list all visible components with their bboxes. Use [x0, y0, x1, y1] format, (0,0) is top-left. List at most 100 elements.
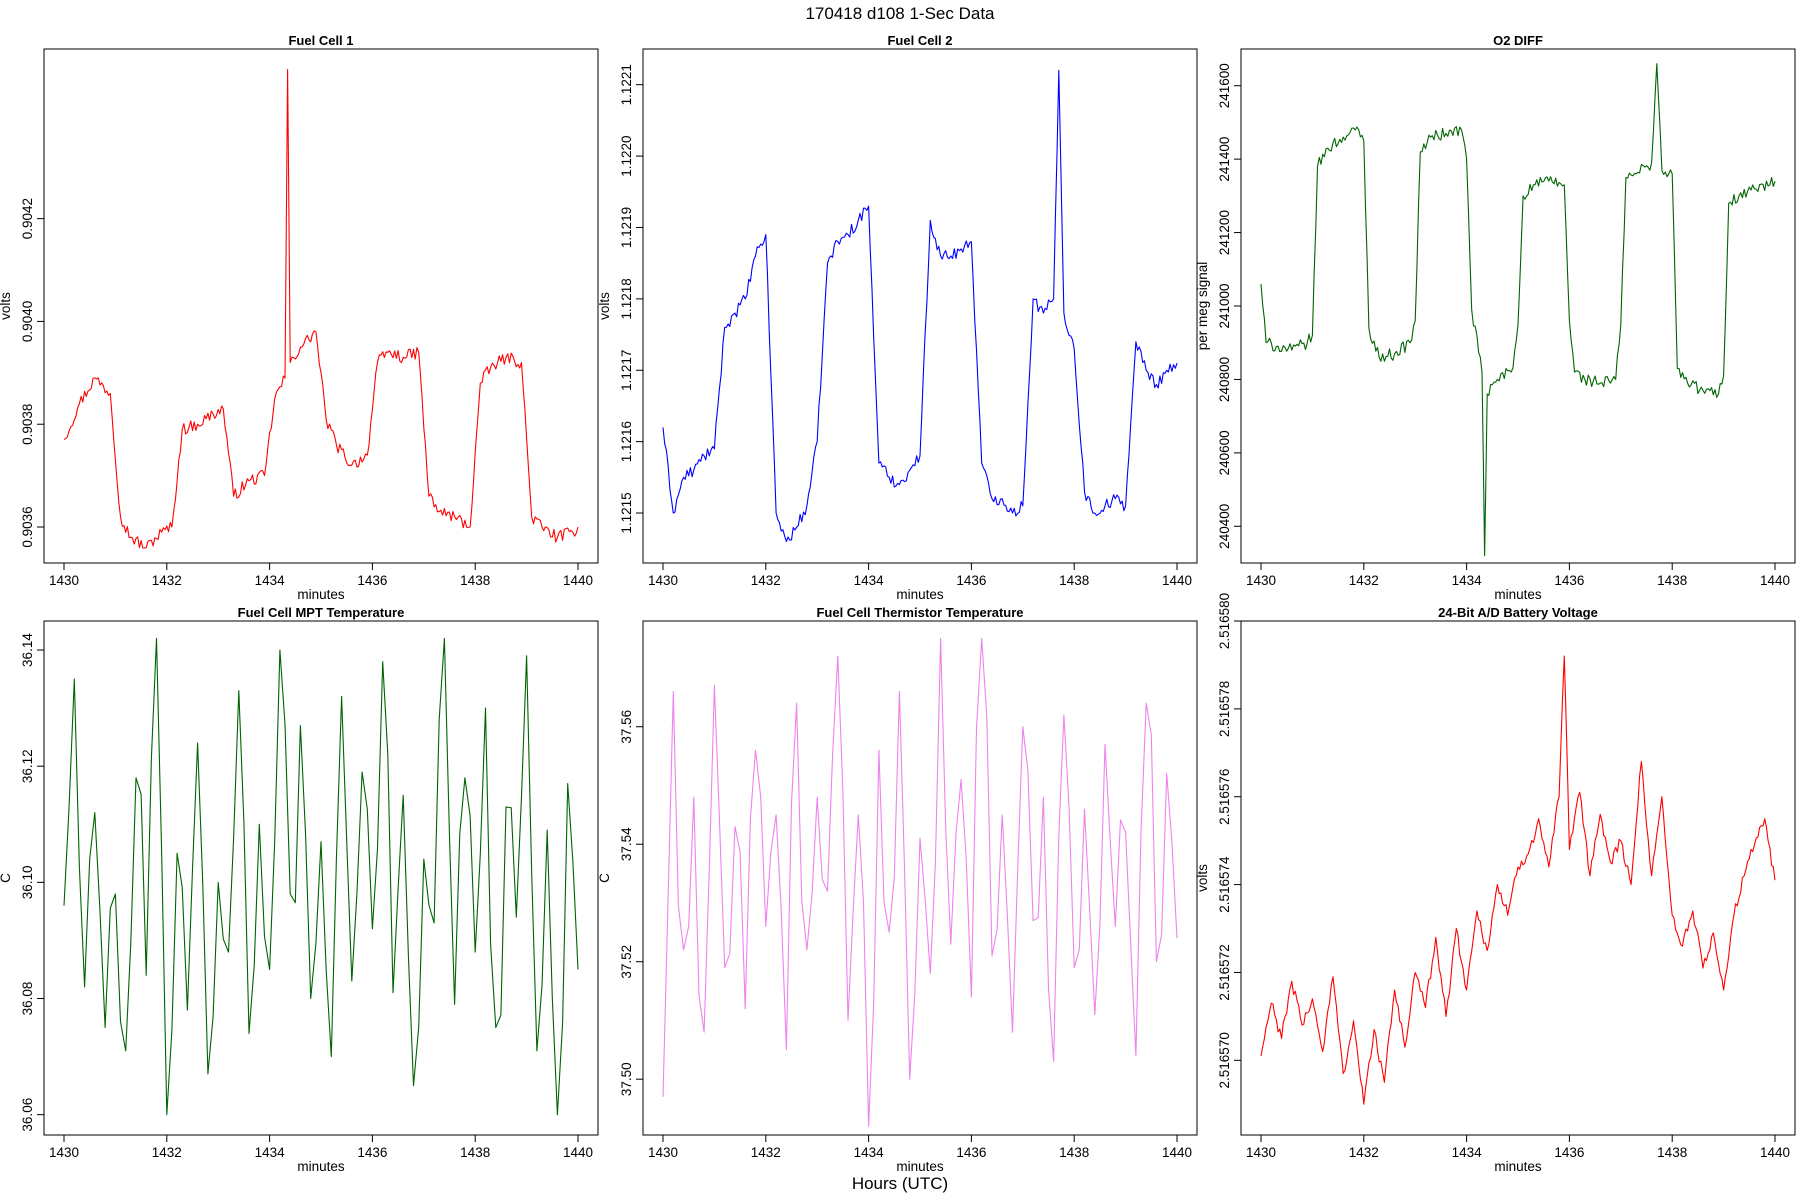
y-tick-label: 0.9042 [20, 198, 35, 239]
x-tick-label: 1434 [854, 573, 885, 588]
y-axis-label: volts [597, 292, 612, 320]
plot-frame [43, 48, 599, 564]
y-tick-label: 36.14 [20, 633, 35, 667]
series-line [1260, 63, 1776, 557]
y-tick-label: 37.54 [619, 827, 634, 861]
y-tick-label: 36.06 [20, 1098, 35, 1132]
plot-frame [642, 48, 1198, 564]
y-tick-label: 1.1221 [619, 64, 634, 105]
figure-suptitle: 170418 d108 1-Sec Data [805, 4, 995, 23]
x-tick-label: 1434 [1452, 1145, 1483, 1160]
x-tick-label: 1430 [1246, 573, 1276, 588]
y-tick-label: 1.1215 [619, 492, 634, 533]
panel-title: 24-Bit A/D Battery Voltage [1438, 605, 1598, 620]
panel-title: Fuel Cell Thermistor Temperature [816, 605, 1023, 620]
x-tick-label: 1440 [1162, 573, 1192, 588]
y-tick-label: 36.10 [20, 865, 35, 899]
y-tick-label: 36.08 [20, 982, 35, 1016]
y-tick-label: 2.516572 [1217, 944, 1232, 1000]
x-tick-label: 1440 [1760, 1145, 1790, 1160]
y-tick-label: 241600 [1217, 63, 1232, 108]
plot-frame [1240, 48, 1796, 564]
x-tick-label: 1436 [1554, 1145, 1584, 1160]
y-tick-label: 241000 [1217, 283, 1232, 328]
x-tick-label: 1434 [854, 1145, 885, 1160]
plot-frame [642, 620, 1198, 1136]
x-axis-label: minutes [297, 587, 345, 602]
x-tick-label: 1430 [648, 573, 678, 588]
x-tick-label: 1436 [357, 1145, 387, 1160]
x-tick-label: 1438 [1657, 573, 1687, 588]
x-tick-label: 1440 [563, 1145, 593, 1160]
y-tick-label: 2.516580 [1217, 593, 1232, 649]
x-tick-label: 1432 [152, 573, 182, 588]
plot-frame [43, 620, 599, 1136]
x-axis-label: minutes [1494, 1159, 1542, 1174]
x-tick-label: 1432 [751, 1145, 781, 1160]
x-tick-label: 1436 [956, 1145, 986, 1160]
x-tick-label: 1432 [1349, 573, 1379, 588]
y-tick-label: 241200 [1217, 210, 1232, 255]
figure-outer-xlabel: Hours (UTC) [852, 1174, 948, 1193]
y-tick-label: 1.1218 [619, 278, 634, 319]
series-line [63, 637, 579, 1116]
x-axis-label: minutes [1494, 587, 1542, 602]
x-tick-label: 1440 [563, 573, 593, 588]
y-axis-label: per meg signal [1195, 262, 1210, 351]
x-tick-label: 1440 [1162, 1145, 1192, 1160]
x-tick-label: 1436 [1554, 573, 1584, 588]
x-tick-label: 1438 [460, 1145, 490, 1160]
y-tick-label: 2.516578 [1217, 681, 1232, 737]
x-tick-label: 1436 [956, 573, 986, 588]
y-tick-label: 240800 [1217, 357, 1232, 402]
y-tick-label: 1.1217 [619, 350, 634, 391]
y-tick-label: 0.9038 [20, 404, 35, 445]
y-tick-label: 1.1216 [619, 421, 634, 462]
panel-title: Fuel Cell MPT Temperature [238, 605, 405, 620]
y-tick-label: 37.50 [619, 1062, 634, 1096]
x-tick-label: 1430 [49, 1145, 79, 1160]
x-tick-label: 1432 [1349, 1145, 1379, 1160]
panel-5: Fuel Cell Thermistor Temperature 1430 1432… [597, 605, 1198, 1174]
series-line [63, 69, 579, 549]
panel-2: Fuel Cell 2 1430 1432 1434 1436 1438 1440 minut… [597, 33, 1198, 602]
panel-1: Fuel Cell 1 1430 1432 1434 1436 1438 1440 minut… [0, 33, 599, 602]
x-tick-label: 1430 [648, 1145, 678, 1160]
x-tick-label: 1438 [1657, 1145, 1687, 1160]
x-axis-label: minutes [896, 1159, 944, 1174]
x-tick-label: 1430 [1246, 1145, 1276, 1160]
y-tick-label: 240600 [1217, 430, 1232, 475]
y-axis-label: volts [1195, 864, 1210, 892]
x-tick-label: 1438 [460, 573, 490, 588]
x-tick-label: 1430 [49, 573, 79, 588]
x-tick-label: 1440 [1760, 573, 1790, 588]
x-tick-label: 1434 [1452, 573, 1483, 588]
y-tick-label: 241400 [1217, 137, 1232, 182]
y-tick-label: 240400 [1217, 504, 1232, 549]
y-tick-label: 0.9040 [20, 301, 35, 342]
y-tick-label: 37.56 [619, 710, 634, 744]
y-tick-label: 0.9036 [20, 506, 35, 547]
x-tick-label: 1438 [1059, 1145, 1089, 1160]
panel-title: O2 DIFF [1493, 33, 1543, 48]
x-axis-label: minutes [297, 1159, 345, 1174]
x-tick-label: 1436 [357, 573, 387, 588]
y-axis-label: volts [0, 292, 13, 320]
series-line [662, 638, 1178, 1127]
plot-frame [1240, 620, 1796, 1136]
series-line [662, 69, 1178, 543]
series-line [1260, 655, 1776, 1105]
y-axis-label: C [597, 873, 612, 883]
x-tick-label: 1438 [1059, 573, 1089, 588]
panel-4: Fuel Cell MPT Temperature 1430 1432 1434 143… [0, 605, 599, 1174]
x-tick-label: 1432 [751, 573, 781, 588]
y-tick-label: 1.1219 [619, 207, 634, 248]
y-axis-label: C [0, 873, 13, 883]
x-tick-label: 1434 [255, 1145, 286, 1160]
panel-6: 24-Bit A/D Battery Voltage 1430 1432 1434 14… [1195, 593, 1796, 1174]
y-tick-label: 2.516574 [1217, 856, 1232, 913]
x-axis-label: minutes [896, 587, 944, 602]
y-tick-label: 2.516576 [1217, 769, 1232, 825]
x-tick-label: 1434 [255, 573, 286, 588]
x-tick-label: 1432 [152, 1145, 182, 1160]
